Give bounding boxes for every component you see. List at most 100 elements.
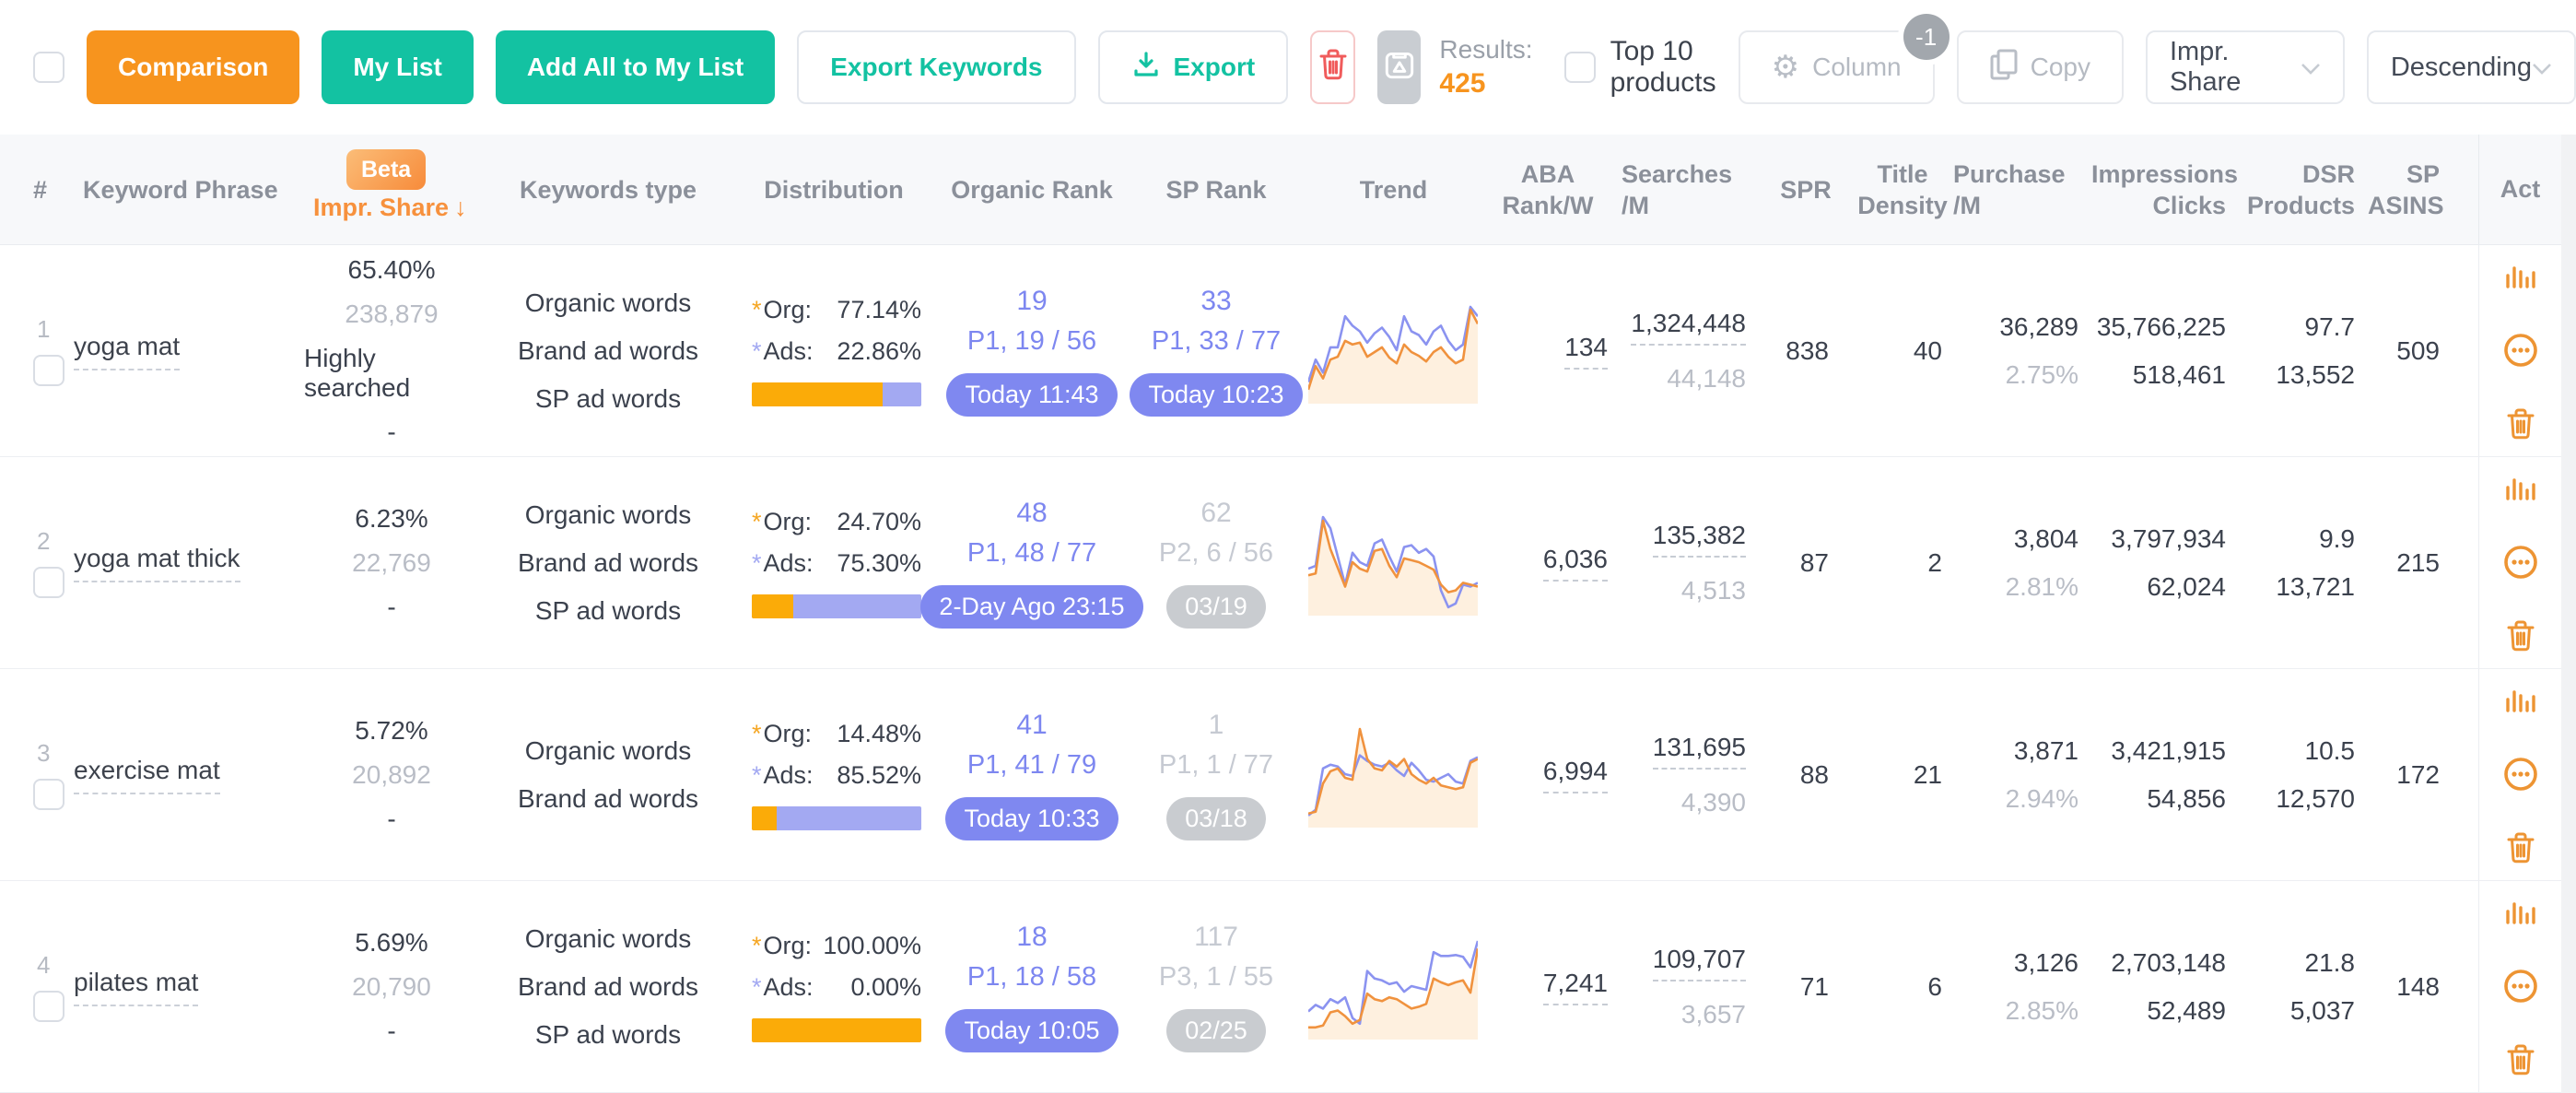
keyword-link[interactable]: yoga mat thick (74, 544, 240, 582)
more-actions-button[interactable] (2501, 331, 2540, 370)
row-index: 3 (37, 739, 51, 767)
more-actions-button[interactable] (2501, 967, 2540, 1005)
sp-asins-cell: 215 (2396, 547, 2440, 577)
row-checkbox[interactable] (33, 355, 64, 386)
table-body: 1 yoga mat 65.40% 238,879 Highly searched - Or… (0, 245, 2576, 1093)
row-checkbox[interactable] (33, 991, 64, 1022)
sp-rank-cell-time-badge: Today 10:23 (1130, 372, 1303, 417)
trend-sparkline (1299, 934, 1488, 1040)
comparison-button[interactable]: Comparison (87, 30, 300, 104)
impr-share-cell: 6.23% 22,769- (352, 503, 431, 621)
rank-chart-button[interactable] (2503, 897, 2538, 930)
delete-row-button[interactable] (2504, 618, 2537, 653)
rank-chart-button[interactable] (2503, 685, 2538, 718)
copy-icon (1990, 49, 2018, 87)
sp-asins-cell: 509 (2396, 335, 2440, 365)
delete-selected-button[interactable] (1310, 30, 1356, 104)
beta-badge: Beta (346, 148, 427, 190)
table-header: # Keyword Phrase Beta Impr. Share ↓ Keywo… (0, 135, 2576, 245)
aba-rank-value[interactable]: 7,241 (1542, 969, 1608, 1005)
select-all-checkbox[interactable] (33, 52, 64, 83)
more-circle-icon (2501, 757, 2540, 796)
searches-value[interactable]: 135,382 (1652, 521, 1746, 558)
organic-rank-cell: 18 P1, 18 / 58 Today 10:05 (931, 922, 1133, 1052)
organic-rank-cell-time-badge: Today 10:33 (945, 796, 1118, 840)
vertical-scrollbar[interactable] (2561, 135, 2576, 1093)
sort-order-select[interactable]: Descending (2366, 30, 2576, 104)
delete-row-button[interactable] (2504, 830, 2537, 865)
distribution-bar (752, 594, 921, 618)
top10-products-toggle[interactable]: Top 10 products (1563, 36, 1716, 99)
rank-chart-button[interactable] (2503, 473, 2538, 506)
my-list-button[interactable]: My List (322, 30, 474, 104)
row-index: 4 (37, 951, 51, 979)
export-label: Export (1173, 53, 1256, 81)
keywords-type-cell: Organic words Brand ad words (517, 735, 699, 813)
distribution-bar (752, 805, 921, 830)
row-checkbox[interactable] (33, 779, 64, 810)
more-actions-button[interactable] (2501, 755, 2540, 793)
keyword-link[interactable]: pilates mat (74, 968, 199, 1006)
sp-rank-cell: 1 P1, 1 / 77 03/18 (1133, 710, 1299, 840)
dsr-products-cell: 9.9 13,721 (2276, 523, 2355, 601)
more-circle-icon (2501, 969, 2540, 1008)
aba-rank-value[interactable]: 134 (1564, 333, 1608, 370)
row-actions (2478, 245, 2561, 456)
keywords-type-cell: Organic words Brand ad words SP ad words (517, 288, 699, 413)
copy-label: Copy (2030, 53, 2090, 81)
toolbar: Comparison My List Add All to My List Ex… (0, 0, 2576, 135)
aba-rank-value[interactable]: 6,994 (1542, 757, 1608, 793)
keyword-link[interactable]: exercise mat (74, 756, 220, 794)
image-icon (1381, 46, 1418, 89)
row-actions (2478, 457, 2561, 668)
col-trend: Trend (1359, 175, 1428, 204)
aba-rank-value[interactable]: 6,036 (1542, 545, 1608, 582)
more-actions-button[interactable] (2501, 543, 2540, 582)
sp-rank-cell: 33 P1, 33 / 77 Today 10:23 (1130, 286, 1303, 417)
trend-sparkline (1299, 511, 1488, 616)
col-spr: SPR (1780, 175, 1832, 204)
searches-value[interactable]: 1,324,448 (1631, 309, 1746, 346)
sp-rank-cell-time-badge: 03/19 (1166, 584, 1266, 629)
sort-field-select[interactable]: Impr. Share (2145, 30, 2345, 104)
download-icon (1131, 50, 1161, 86)
distribution-cell: *Org: 77.14% *Ads: 22.86% (737, 296, 931, 406)
top10-checkbox[interactable] (1563, 52, 1596, 83)
row-checkbox[interactable] (33, 567, 64, 598)
chevron-down-icon (2301, 53, 2321, 83)
export-button[interactable]: Export (1097, 30, 1289, 104)
trend-sparkline (1299, 299, 1488, 404)
delete-row-button[interactable] (2504, 406, 2537, 441)
column-count-badge: -1 (1903, 14, 1950, 60)
sp-rank-cell-time-badge: 02/25 (1166, 1008, 1266, 1052)
col-sp-asins: SP ASINS (2368, 159, 2444, 219)
keyword-link[interactable]: yoga mat (74, 332, 181, 370)
bar-chart-icon (2503, 477, 2538, 509)
delete-row-button[interactable] (2504, 1042, 2537, 1077)
searches-value[interactable]: 131,695 (1652, 733, 1746, 770)
impr-share-cell: 5.72% 20,892- (352, 715, 431, 833)
title-density-cell: 40 (1913, 335, 1942, 365)
export-image-button[interactable] (1377, 30, 1422, 104)
add-all-to-my-list-button[interactable]: Add All to My List (495, 30, 776, 104)
dsr-products-cell: 97.7 13,552 (2276, 311, 2355, 389)
rank-chart-button[interactable] (2503, 261, 2538, 294)
col-impr-share-sort[interactable]: Beta Impr. Share ↓ (304, 148, 479, 223)
title-density-cell: 6 (1927, 971, 1942, 1001)
spr-cell: 87 (1799, 547, 1829, 577)
export-keywords-button[interactable]: Export Keywords (797, 30, 1076, 104)
copy-button[interactable]: Copy (1956, 30, 2124, 104)
title-density-cell: 21 (1913, 759, 1942, 789)
sp-rank-cell: 117 P3, 1 / 55 02/25 (1133, 922, 1299, 1052)
searches-value[interactable]: 109,707 (1652, 945, 1746, 981)
purchase-cell: 3,871 2.94% (2005, 735, 2078, 813)
table-row: 3 exercise mat 5.72% 20,892- Organic words Br… (0, 669, 2576, 881)
keywords-type-cell: Organic words Brand ad words SP ad words (517, 499, 699, 625)
more-circle-icon (2501, 545, 2540, 584)
spr-cell: 88 (1799, 759, 1829, 789)
col-title-density: Title Density (1857, 159, 1948, 219)
table-row: 2 yoga mat thick 6.23% 22,769- Organic words… (0, 457, 2576, 669)
searches-cell: 1,324,448 44,148 (1631, 308, 1746, 393)
searches-cell: 131,695 4,390 (1652, 732, 1746, 817)
column-button[interactable]: ⚙ Column -1 (1738, 14, 1950, 104)
